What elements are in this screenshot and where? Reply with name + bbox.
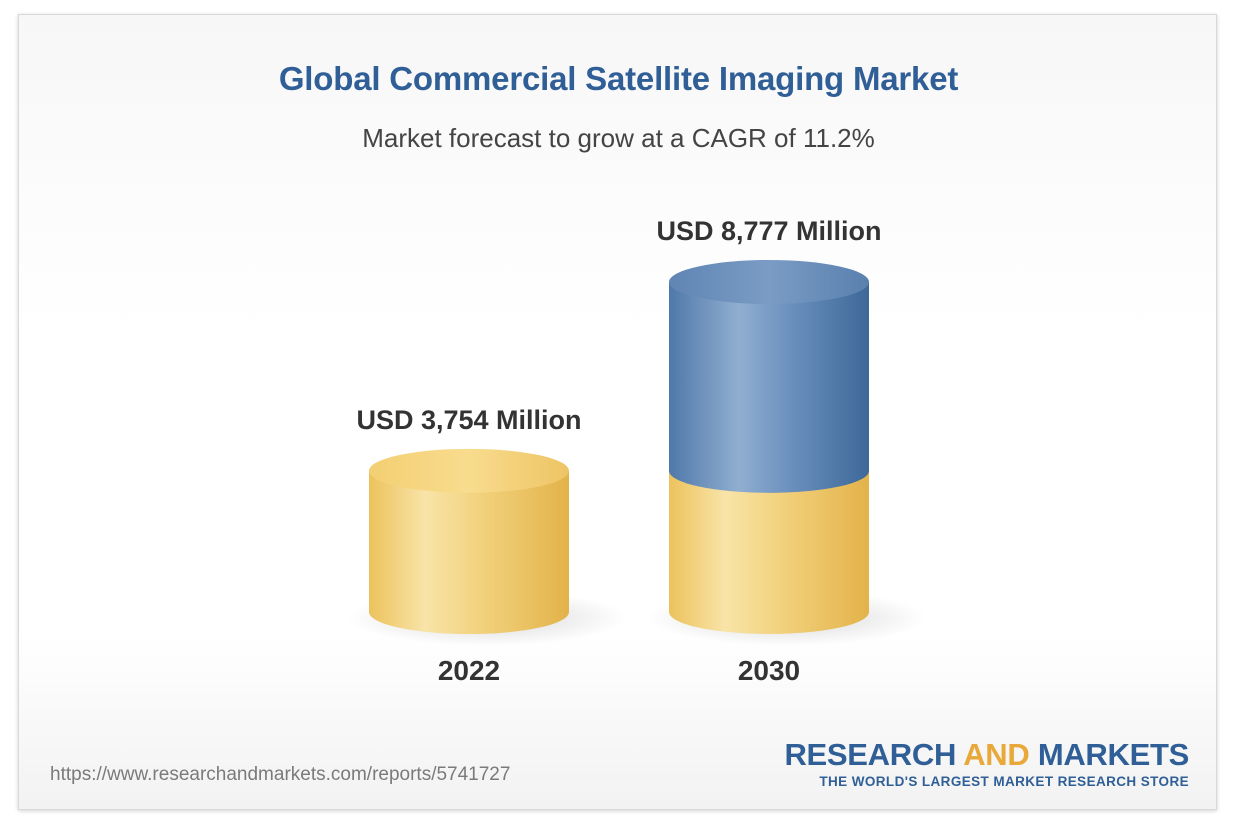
chart-subtitle: Market forecast to grow at a CAGR of 11.… [362, 123, 875, 153]
chart-card [18, 14, 1217, 810]
cylinder-bar-2022: USD 3,754 Million 2022 [347, 405, 627, 686]
bar-base-segment-2030 [669, 470, 869, 634]
brand-name: RESEARCH AND MARKETS [784, 738, 1189, 772]
category-label-2030: 2030 [738, 655, 800, 686]
brand-word-research: RESEARCH [784, 737, 957, 772]
brand-tagline: THE WORLD'S LARGEST MARKET RESEARCH STOR… [819, 774, 1189, 789]
bar-growth-segment-2030 [669, 282, 869, 493]
bar-top-cap-2022 [369, 448, 569, 493]
brand-word-and: AND [963, 737, 1030, 772]
category-label-2022: 2022 [438, 655, 500, 686]
cylinder-bar-2030: USD 8,777 Million 2030 [647, 216, 927, 686]
value-label-2022: USD 3,754 Million [356, 405, 581, 435]
value-label-2030: USD 8,777 Million [656, 216, 881, 246]
bar-top-cap-2030 [669, 260, 869, 304]
source-url[interactable]: https://www.researchandmarkets.com/repor… [50, 764, 511, 785]
bar-base-segment-2022 [369, 470, 569, 634]
brand-logo[interactable]: RESEARCH AND MARKETS THE WORLD'S LARGEST… [784, 738, 1189, 790]
brand-word-markets: MARKETS [1037, 737, 1189, 772]
chart-title: Global Commercial Satellite Imaging Mark… [278, 60, 959, 97]
